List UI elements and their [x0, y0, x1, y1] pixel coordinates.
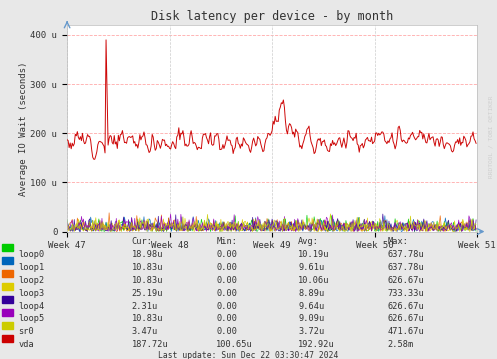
Text: loop1: loop1 — [18, 263, 45, 272]
Text: 10.83u: 10.83u — [132, 276, 163, 285]
Text: 0.00: 0.00 — [216, 263, 237, 272]
Text: 10.19u: 10.19u — [298, 250, 330, 259]
Text: Avg:: Avg: — [298, 237, 319, 246]
Text: 10.83u: 10.83u — [132, 263, 163, 272]
Text: sr0: sr0 — [18, 327, 34, 336]
Text: 25.19u: 25.19u — [132, 289, 163, 298]
Text: 10.83u: 10.83u — [132, 314, 163, 323]
Text: 0.00: 0.00 — [216, 276, 237, 285]
Text: 626.67u: 626.67u — [388, 302, 424, 311]
Text: vda: vda — [18, 340, 34, 349]
Text: 2.58m: 2.58m — [388, 340, 414, 349]
Text: loop4: loop4 — [18, 302, 45, 311]
Text: 0.00: 0.00 — [216, 327, 237, 336]
Text: Min:: Min: — [216, 237, 237, 246]
Text: 471.67u: 471.67u — [388, 327, 424, 336]
Y-axis label: Average IO Wait (seconds): Average IO Wait (seconds) — [19, 61, 28, 196]
Text: 187.72u: 187.72u — [132, 340, 168, 349]
Text: 637.78u: 637.78u — [388, 250, 424, 259]
Text: 9.09u: 9.09u — [298, 314, 325, 323]
Text: RRDTOOL / TOBI OETIKER: RRDTOOL / TOBI OETIKER — [489, 95, 494, 178]
Text: 18.98u: 18.98u — [132, 250, 163, 259]
Text: 0.00: 0.00 — [216, 289, 237, 298]
Text: 0.00: 0.00 — [216, 314, 237, 323]
Text: 637.78u: 637.78u — [388, 263, 424, 272]
Text: 10.06u: 10.06u — [298, 276, 330, 285]
Title: Disk latency per device - by month: Disk latency per device - by month — [151, 10, 393, 23]
Text: 9.64u: 9.64u — [298, 302, 325, 311]
Text: 0.00: 0.00 — [216, 302, 237, 311]
Text: loop3: loop3 — [18, 289, 45, 298]
Text: 626.67u: 626.67u — [388, 276, 424, 285]
Text: loop5: loop5 — [18, 314, 45, 323]
Text: 192.92u: 192.92u — [298, 340, 335, 349]
Text: 9.61u: 9.61u — [298, 263, 325, 272]
Text: 733.33u: 733.33u — [388, 289, 424, 298]
Text: loop2: loop2 — [18, 276, 45, 285]
Text: 3.72u: 3.72u — [298, 327, 325, 336]
Text: 100.65u: 100.65u — [216, 340, 253, 349]
Text: 3.47u: 3.47u — [132, 327, 158, 336]
Text: 8.89u: 8.89u — [298, 289, 325, 298]
Text: Last update: Sun Dec 22 03:30:47 2024: Last update: Sun Dec 22 03:30:47 2024 — [159, 351, 338, 359]
Text: Max:: Max: — [388, 237, 409, 246]
Text: Cur:: Cur: — [132, 237, 153, 246]
Text: loop0: loop0 — [18, 250, 45, 259]
Text: 0.00: 0.00 — [216, 250, 237, 259]
Text: 626.67u: 626.67u — [388, 314, 424, 323]
Text: 2.31u: 2.31u — [132, 302, 158, 311]
